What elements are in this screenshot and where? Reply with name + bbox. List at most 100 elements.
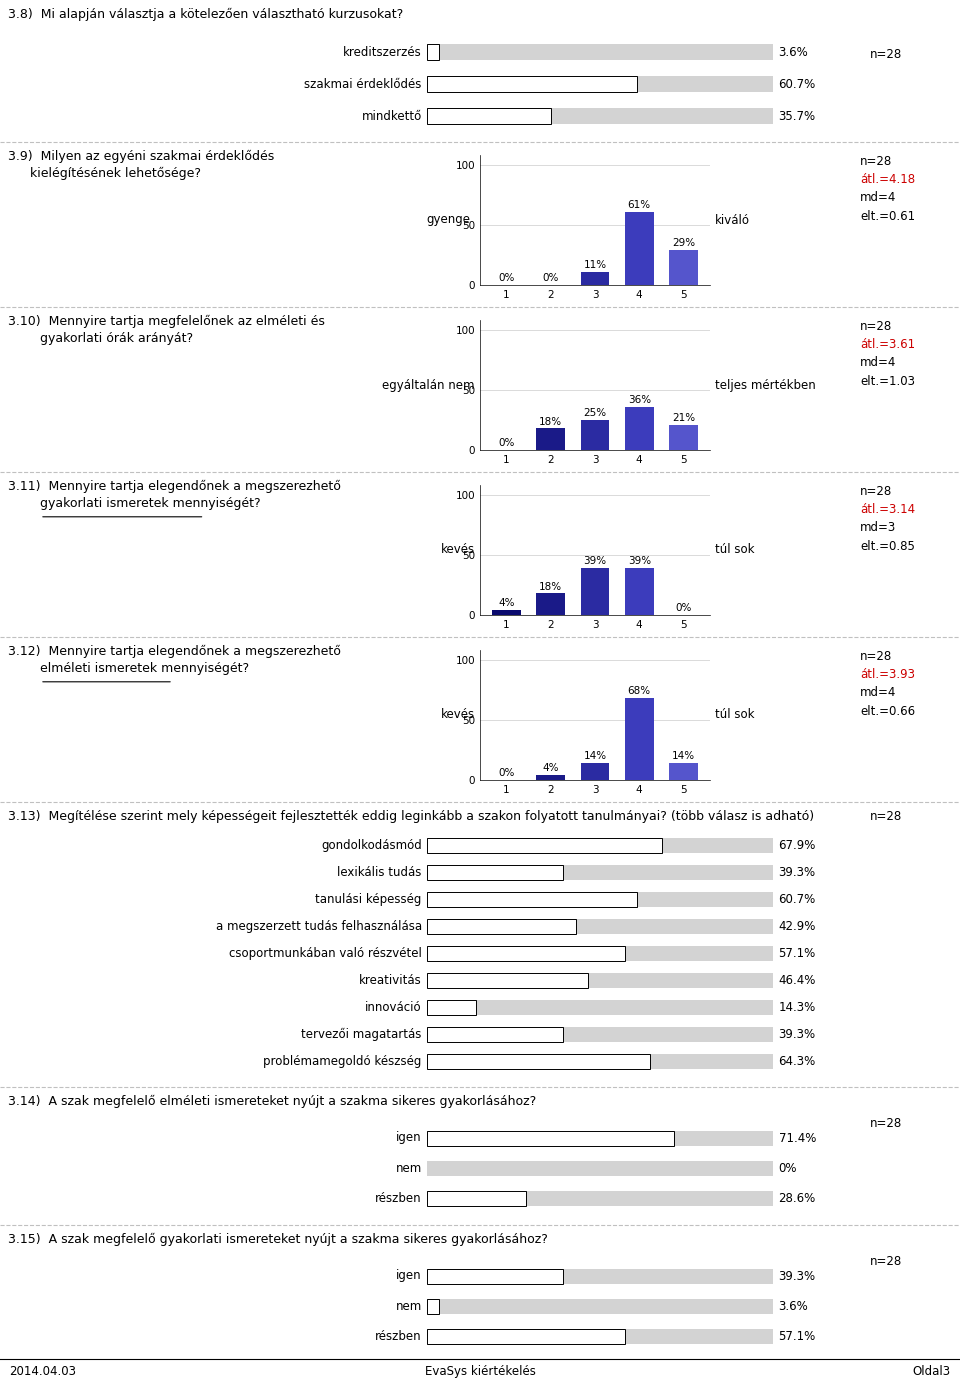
Bar: [427, 1299, 774, 1313]
Bar: [427, 919, 576, 934]
Bar: [427, 44, 774, 59]
Text: 64.3%: 64.3%: [779, 1054, 816, 1068]
Text: 61%: 61%: [628, 200, 651, 210]
Bar: [669, 250, 698, 285]
Bar: [669, 763, 698, 779]
Bar: [537, 775, 565, 779]
Text: kreditszerzés: kreditszerzés: [343, 46, 421, 58]
Text: 35.7%: 35.7%: [779, 109, 816, 123]
Bar: [427, 947, 774, 960]
Text: 0%: 0%: [498, 438, 515, 448]
Text: 67.9%: 67.9%: [779, 839, 816, 851]
Text: 0%: 0%: [542, 274, 559, 283]
Text: 14.3%: 14.3%: [779, 1001, 816, 1014]
Bar: [427, 865, 564, 880]
Bar: [427, 919, 774, 934]
Text: 0%: 0%: [498, 274, 515, 283]
Bar: [427, 973, 774, 988]
Text: 39.3%: 39.3%: [779, 867, 816, 879]
Text: n=28: n=28: [860, 155, 892, 169]
Text: 71.4%: 71.4%: [779, 1132, 816, 1144]
Bar: [427, 1130, 774, 1146]
Text: részben: részben: [375, 1329, 421, 1342]
Text: 39%: 39%: [584, 556, 607, 567]
Text: lexikális tudás: lexikális tudás: [337, 867, 421, 879]
Bar: [427, 1190, 526, 1205]
Bar: [427, 837, 774, 853]
Text: 57.1%: 57.1%: [779, 947, 816, 960]
Text: 14%: 14%: [584, 752, 607, 761]
Text: átl.=3.61: átl.=3.61: [860, 339, 915, 351]
Bar: [427, 76, 637, 93]
Bar: [537, 593, 565, 615]
Text: elt.=0.61: elt.=0.61: [860, 210, 915, 223]
Text: 42.9%: 42.9%: [779, 920, 816, 933]
Text: 39.3%: 39.3%: [779, 1270, 816, 1282]
Text: 4%: 4%: [498, 598, 515, 608]
Text: gyakorlati órák arányát?: gyakorlati órák arányát?: [40, 332, 193, 346]
Text: túl sok: túl sok: [715, 543, 755, 557]
Text: 39.3%: 39.3%: [779, 1028, 816, 1041]
Text: n=28: n=28: [860, 485, 892, 498]
Bar: [427, 44, 440, 59]
Bar: [427, 973, 588, 988]
Text: elt.=0.85: elt.=0.85: [860, 539, 915, 553]
Bar: [625, 698, 654, 779]
Text: 2014.04.03: 2014.04.03: [10, 1364, 77, 1378]
Text: gyenge: gyenge: [426, 213, 470, 227]
Bar: [669, 424, 698, 451]
Text: n=28: n=28: [870, 48, 902, 61]
Text: kreativitás: kreativitás: [359, 974, 421, 987]
Text: 3.10)  Mennyire tartja megfelelőnek az elméleti és: 3.10) Mennyire tartja megfelelőnek az el…: [8, 315, 324, 328]
Text: tanulási képesség: tanulási képesség: [315, 893, 421, 907]
Text: problémamegoldó készség: problémamegoldó készség: [263, 1054, 421, 1068]
Bar: [625, 211, 654, 285]
Bar: [427, 108, 774, 124]
Text: 4%: 4%: [542, 763, 559, 774]
Text: kielégítésének lehetősége?: kielégítésének lehetősége?: [30, 167, 201, 180]
Text: md=4: md=4: [860, 191, 897, 205]
Text: md=3: md=3: [860, 521, 897, 535]
Text: 3.6%: 3.6%: [779, 46, 808, 58]
Text: nem: nem: [396, 1161, 421, 1175]
Text: túl sok: túl sok: [715, 709, 755, 721]
Bar: [625, 568, 654, 615]
Text: igen: igen: [396, 1270, 421, 1282]
Bar: [427, 1027, 774, 1042]
Text: 14%: 14%: [672, 752, 695, 761]
Text: 46.4%: 46.4%: [779, 974, 816, 987]
Text: 18%: 18%: [540, 416, 563, 427]
Text: 0%: 0%: [675, 603, 691, 614]
Text: 39%: 39%: [628, 556, 651, 567]
Bar: [427, 1269, 774, 1284]
Text: innováció: innováció: [365, 1001, 421, 1014]
Text: gyakorlati ismeretek mennyiségét?: gyakorlati ismeretek mennyiségét?: [40, 498, 260, 510]
Bar: [427, 1001, 774, 1014]
Text: 60.7%: 60.7%: [779, 893, 816, 907]
Text: 68%: 68%: [628, 687, 651, 697]
Bar: [427, 1027, 564, 1042]
Text: Oldal3: Oldal3: [912, 1364, 950, 1378]
Bar: [427, 1130, 674, 1146]
Text: 3.12)  Mennyire tartja elegendőnek a megszerezhető: 3.12) Mennyire tartja elegendőnek a megs…: [8, 645, 341, 658]
Bar: [625, 406, 654, 451]
Bar: [581, 272, 610, 285]
Bar: [427, 891, 637, 907]
Bar: [581, 568, 610, 615]
Bar: [427, 1299, 440, 1313]
Text: részben: részben: [375, 1191, 421, 1205]
Text: átl.=4.18: átl.=4.18: [860, 173, 915, 187]
Text: EvaSys kiértékelés: EvaSys kiértékelés: [424, 1364, 536, 1378]
Text: 3.8)  Mi alapján választja a kötelezően választható kurzusokat?: 3.8) Mi alapján választja a kötelezően v…: [8, 8, 403, 21]
Text: n=28: n=28: [870, 810, 902, 824]
Text: 60.7%: 60.7%: [779, 77, 816, 90]
Text: 25%: 25%: [584, 408, 607, 419]
Text: a megszerzett tudás felhasználása: a megszerzett tudás felhasználása: [216, 920, 421, 933]
Bar: [427, 1001, 476, 1014]
Text: kevés: kevés: [441, 543, 475, 557]
Text: 3.6%: 3.6%: [779, 1299, 808, 1313]
Text: n=28: n=28: [860, 321, 892, 333]
Bar: [581, 420, 610, 451]
Text: csoportmunkában való részvétel: csoportmunkában való részvétel: [228, 947, 421, 960]
Bar: [427, 1054, 774, 1068]
